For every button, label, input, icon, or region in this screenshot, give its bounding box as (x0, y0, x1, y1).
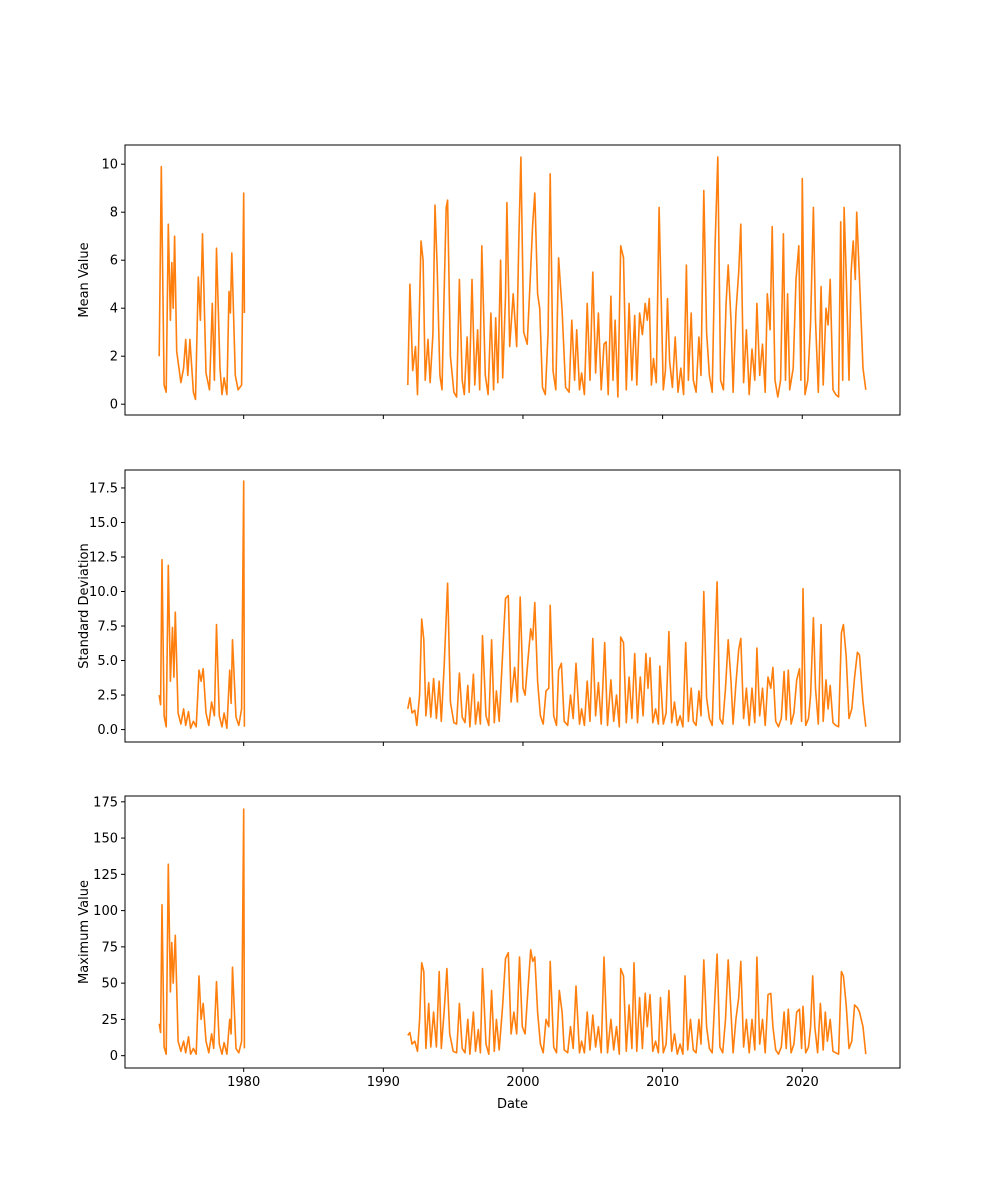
y-tick-label: 8 (110, 206, 118, 221)
y-tick-label: 0 (110, 1049, 118, 1064)
series-line-segment-2 (407, 156, 867, 398)
x-tick-label: 1980 (227, 1075, 260, 1090)
y-tick-label: 100 (93, 904, 118, 919)
x-tick-label: 2000 (506, 1075, 539, 1090)
x-tick-label: 1990 (367, 1075, 400, 1090)
y-tick-label: 175 (93, 795, 118, 810)
y-tick-label: 5.0 (97, 654, 118, 669)
y-tick-label: 6 (110, 254, 118, 269)
axes-frame (124, 469, 901, 743)
y-tick-label: 2.5 (97, 689, 118, 704)
axes-frame (124, 144, 901, 416)
y-tick-label: 2 (110, 350, 118, 365)
y-tick-label: 12.5 (89, 550, 118, 565)
series-line-segment-1 (158, 808, 246, 1055)
y-axis-label: Standard Deviation (77, 543, 92, 668)
series-line-segment-1 (158, 165, 246, 401)
y-tick-label: 10.0 (89, 585, 118, 600)
x-tick-label: 2020 (786, 1075, 819, 1090)
series-line-segment-2 (407, 949, 867, 1055)
panel-2: 0.0 2.5 5.0 7.5 10.0 12.5 15.0 17.5 Standard Dev… (77, 469, 901, 746)
y-axis-label: Mean Value (77, 242, 92, 317)
panel-3: 0 25 50 75 100 125 150 175 Maximum Value 1980 1990… (77, 795, 901, 1112)
axes-frame (124, 795, 901, 1069)
y-tick-label: 75 (101, 940, 118, 955)
y-tick-label: 0 (110, 398, 118, 413)
y-tick-label: 50 (101, 977, 118, 992)
x-axis-label: Date (497, 1097, 528, 1112)
x-tick-label: 2010 (646, 1075, 679, 1090)
y-axis-label: Maximum Value (77, 880, 92, 984)
y-tick-label: 25 (101, 1013, 118, 1028)
panel-1: 0 2 4 6 8 10 Mean Value (77, 144, 901, 419)
y-tick-label: 10 (101, 158, 118, 173)
y-tick-label: 17.5 (89, 481, 118, 496)
y-tick-label: 4 (110, 302, 118, 317)
series-line-segment-1 (158, 480, 246, 729)
y-tick-label: 150 (93, 832, 118, 847)
y-tick-label: 0.0 (97, 723, 118, 738)
y-tick-label: 7.5 (97, 620, 118, 635)
panels: 0 2 4 6 8 10 Mean Value 0.0 2.5 5.0 7.5 10.0 12.5 15.… (77, 144, 901, 1112)
y-tick-label: 15.0 (89, 516, 118, 531)
series-line-segment-2 (407, 581, 867, 728)
y-tick-label: 125 (93, 868, 118, 883)
